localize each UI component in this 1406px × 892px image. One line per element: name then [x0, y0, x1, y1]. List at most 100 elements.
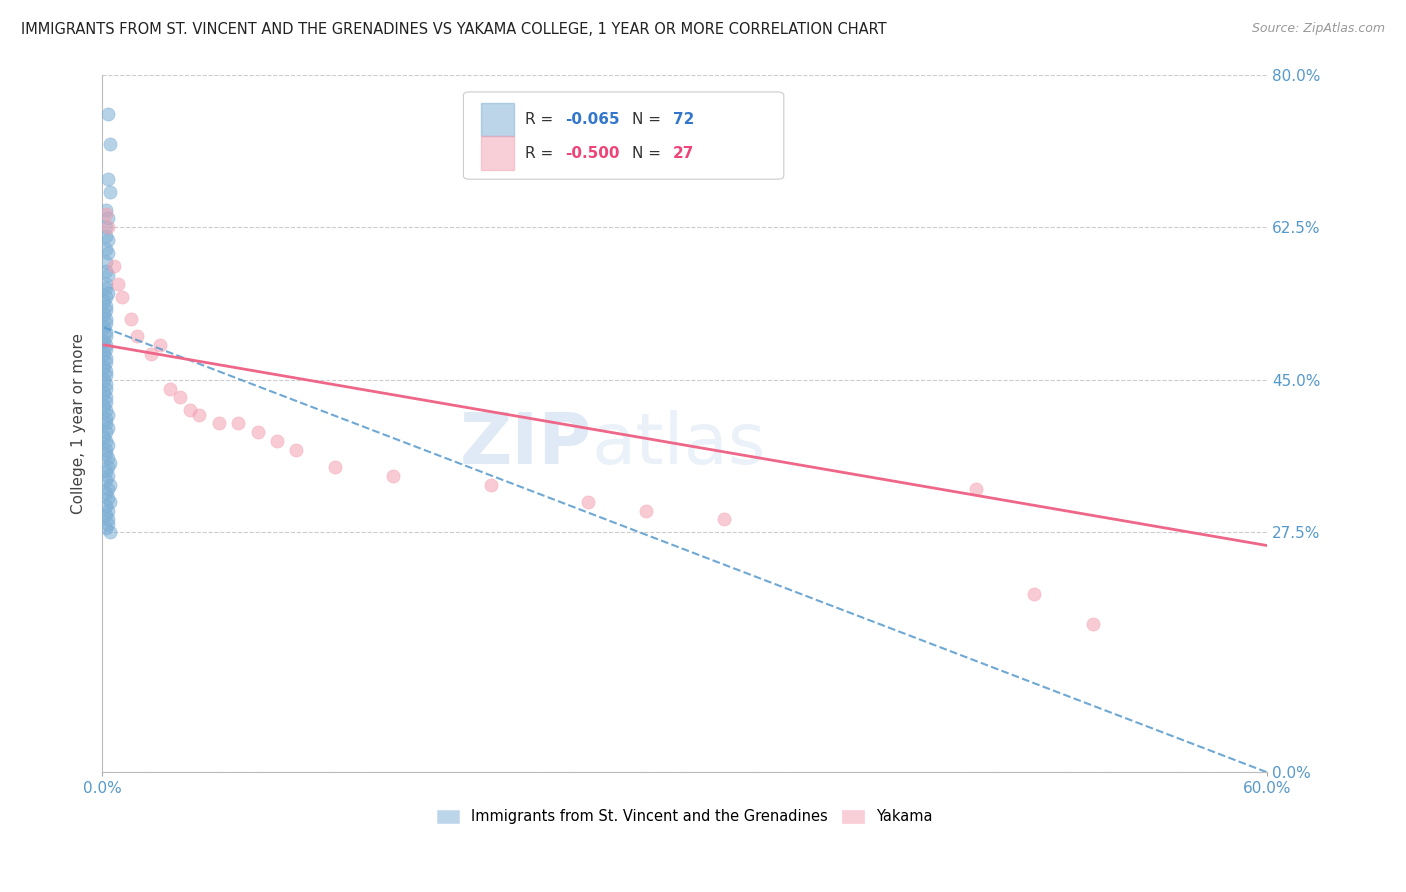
- FancyBboxPatch shape: [481, 103, 513, 136]
- Point: [94, 311, 117, 326]
- Point: [713, 512, 735, 526]
- Point: [94, 521, 117, 535]
- Point: [94, 412, 117, 426]
- Point: [94, 394, 117, 409]
- Text: atlas: atlas: [592, 410, 766, 479]
- Point: [94, 377, 117, 392]
- Point: [266, 434, 288, 448]
- Point: [94, 316, 117, 330]
- Y-axis label: College, 1 year or more: College, 1 year or more: [72, 333, 86, 514]
- Point: [97, 491, 120, 505]
- Point: [97, 107, 120, 121]
- Point: [97, 268, 120, 282]
- Point: [120, 311, 142, 326]
- Point: [149, 338, 172, 352]
- Point: [93, 294, 115, 309]
- Point: [1024, 586, 1046, 600]
- Point: [94, 473, 117, 487]
- Point: [208, 417, 231, 431]
- Point: [1081, 617, 1104, 632]
- Point: [94, 351, 117, 365]
- Point: [94, 281, 117, 295]
- Point: [97, 438, 120, 452]
- Point: [94, 465, 117, 479]
- Point: [97, 233, 120, 247]
- Point: [93, 320, 115, 334]
- Point: [98, 495, 121, 509]
- Point: [97, 172, 120, 186]
- Text: ZIP: ZIP: [460, 410, 592, 479]
- Point: [94, 338, 117, 352]
- Point: [93, 359, 115, 374]
- Point: [169, 390, 191, 404]
- Point: [94, 417, 117, 431]
- Point: [94, 277, 117, 291]
- Point: [97, 460, 120, 475]
- Point: [94, 242, 117, 256]
- Point: [94, 329, 117, 343]
- Point: [94, 447, 117, 461]
- Point: [94, 442, 117, 457]
- Point: [93, 385, 115, 400]
- Point: [98, 186, 121, 200]
- Point: [97, 220, 120, 235]
- Point: [97, 211, 120, 226]
- Point: [94, 220, 117, 235]
- Text: 27: 27: [673, 145, 695, 161]
- Point: [94, 299, 117, 313]
- Point: [107, 277, 129, 291]
- Point: [94, 325, 117, 339]
- Point: [94, 382, 117, 396]
- Point: [97, 468, 120, 483]
- Point: [576, 495, 599, 509]
- Point: [98, 456, 121, 470]
- Point: [94, 364, 117, 378]
- Point: [94, 390, 117, 404]
- Point: [94, 264, 117, 278]
- Point: [94, 500, 117, 514]
- Text: -0.065: -0.065: [565, 112, 620, 127]
- Point: [139, 346, 162, 360]
- Point: [179, 403, 201, 417]
- Point: [94, 343, 117, 357]
- Point: [94, 508, 117, 522]
- Point: [323, 460, 346, 475]
- Point: [94, 290, 117, 304]
- Text: -0.500: -0.500: [565, 145, 619, 161]
- Point: [97, 516, 120, 531]
- Point: [246, 425, 269, 440]
- Point: [97, 512, 120, 526]
- Text: N =: N =: [633, 112, 666, 127]
- Point: [93, 399, 115, 413]
- Point: [94, 425, 117, 440]
- Point: [285, 442, 308, 457]
- Point: [94, 368, 117, 383]
- Point: [226, 417, 249, 431]
- Point: [97, 285, 120, 300]
- Point: [94, 255, 117, 269]
- Text: R =: R =: [526, 112, 558, 127]
- Point: [97, 504, 120, 518]
- Text: N =: N =: [633, 145, 666, 161]
- Point: [382, 468, 405, 483]
- Point: [98, 137, 121, 152]
- FancyBboxPatch shape: [481, 136, 513, 170]
- Point: [94, 207, 117, 221]
- Point: [111, 290, 134, 304]
- Legend: Immigrants from St. Vincent and the Grenadines, Yakama: Immigrants from St. Vincent and the Gren…: [437, 809, 932, 824]
- Point: [98, 477, 121, 491]
- FancyBboxPatch shape: [464, 92, 783, 179]
- Point: [965, 482, 987, 496]
- Text: 72: 72: [673, 112, 695, 127]
- Point: [159, 382, 181, 396]
- Text: Source: ZipAtlas.com: Source: ZipAtlas.com: [1251, 22, 1385, 36]
- Point: [94, 403, 117, 417]
- Point: [97, 482, 120, 496]
- Point: [97, 451, 120, 466]
- Text: IMMIGRANTS FROM ST. VINCENT AND THE GRENADINES VS YAKAMA COLLEGE, 1 YEAR OR MORE: IMMIGRANTS FROM ST. VINCENT AND THE GREN…: [21, 22, 887, 37]
- Point: [188, 408, 211, 422]
- Point: [93, 346, 115, 360]
- Point: [94, 303, 117, 318]
- Point: [98, 525, 121, 540]
- Text: R =: R =: [526, 145, 558, 161]
